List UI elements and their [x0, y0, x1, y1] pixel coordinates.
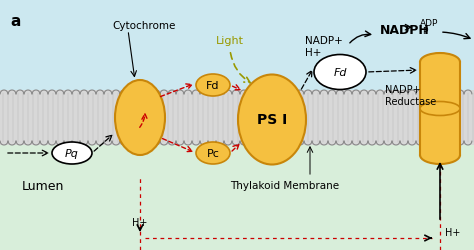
Text: NADP+
Reductase: NADP+ Reductase — [385, 85, 436, 106]
Ellipse shape — [238, 75, 306, 165]
Text: NADPH: NADPH — [380, 24, 430, 37]
Text: PS I: PS I — [257, 113, 287, 127]
Text: H+: H+ — [132, 217, 148, 227]
Text: Pc: Pc — [207, 148, 219, 158]
Text: H+: H+ — [305, 48, 321, 58]
Ellipse shape — [420, 54, 460, 72]
Text: Light: Light — [216, 36, 244, 46]
Ellipse shape — [196, 75, 230, 96]
Text: a: a — [10, 14, 20, 28]
Bar — [420, 63, 460, 156]
Text: Pq: Pq — [65, 148, 79, 158]
Ellipse shape — [115, 81, 165, 156]
Text: Lumen: Lumen — [22, 179, 64, 192]
Text: Cytochrome: Cytochrome — [112, 21, 175, 31]
Ellipse shape — [420, 146, 460, 164]
Text: Fd: Fd — [333, 68, 347, 78]
Text: H+: H+ — [445, 227, 460, 237]
Ellipse shape — [314, 55, 366, 90]
Ellipse shape — [420, 102, 460, 116]
Text: ADP: ADP — [420, 20, 438, 28]
Text: Thylakoid Membrane: Thylakoid Membrane — [230, 180, 339, 190]
Text: Fd: Fd — [206, 81, 220, 91]
Ellipse shape — [52, 142, 92, 164]
Text: P: P — [422, 28, 428, 36]
Text: NADP+: NADP+ — [305, 36, 343, 46]
Ellipse shape — [196, 142, 230, 164]
Bar — [0, 91, 474, 146]
